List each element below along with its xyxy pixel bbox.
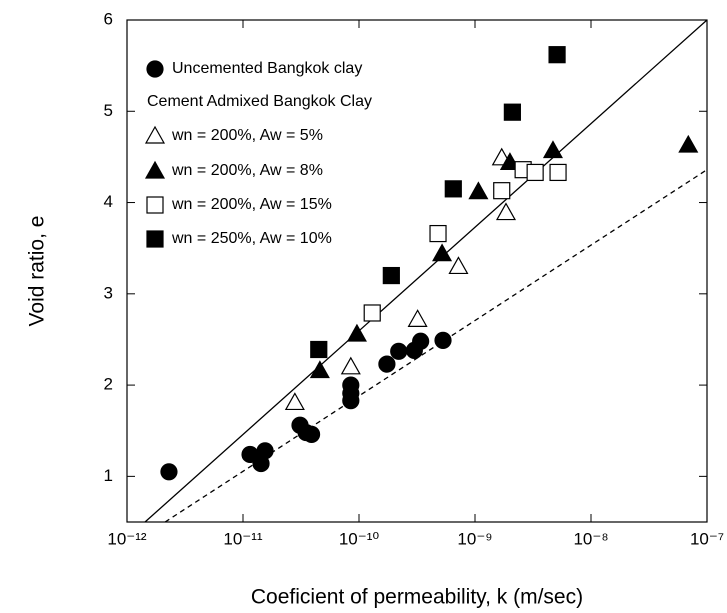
point xyxy=(310,340,328,359)
point xyxy=(382,266,400,285)
point xyxy=(499,152,520,170)
point xyxy=(284,392,305,411)
point xyxy=(412,332,430,350)
x-tick-label: 10⁻¹⁰ xyxy=(339,529,380,548)
point xyxy=(363,304,381,322)
point xyxy=(542,140,563,159)
y-axis-title: Void ratio, e xyxy=(26,216,49,327)
point xyxy=(493,182,511,200)
point xyxy=(302,425,321,443)
point xyxy=(432,243,453,262)
x-tick-label: 10⁻⁸ xyxy=(573,529,608,548)
point xyxy=(503,103,521,121)
fit-line xyxy=(144,20,707,522)
point xyxy=(340,356,361,375)
y-tick-label: 2 xyxy=(104,375,113,394)
x-tick-label: 10⁻¹² xyxy=(107,529,147,548)
plot-frame xyxy=(126,19,708,523)
point xyxy=(444,180,462,198)
point xyxy=(256,442,274,460)
point xyxy=(678,134,699,153)
x-tick-label: 10⁻⁹ xyxy=(457,529,492,548)
point xyxy=(448,256,469,275)
point xyxy=(548,46,566,64)
point xyxy=(160,463,178,481)
legend-marker xyxy=(146,230,164,248)
point xyxy=(549,163,567,182)
point xyxy=(378,355,396,373)
point xyxy=(309,360,330,379)
x-tick-label: 10⁻¹¹ xyxy=(223,529,263,548)
legend-label: Uncemented Bangkok clay xyxy=(172,60,362,77)
x-tick-label: 10⁻⁷ xyxy=(690,529,724,548)
plot-area xyxy=(144,20,707,522)
legend-marker xyxy=(146,196,164,214)
point xyxy=(390,342,408,360)
legend-marker xyxy=(144,160,166,179)
point xyxy=(434,331,452,349)
point xyxy=(526,163,544,182)
point xyxy=(468,181,489,200)
legend-marker xyxy=(144,125,166,144)
legend-label: wn = 200%, Aw = 15% xyxy=(171,196,332,213)
legend-label: wn = 200%, Aw = 8% xyxy=(171,162,323,179)
y-tick-label: 6 xyxy=(104,9,113,28)
y-tick-label: 4 xyxy=(104,192,113,211)
point xyxy=(495,202,517,221)
y-tick-label: 1 xyxy=(104,466,113,485)
legend-label: wn = 200%, Aw = 5% xyxy=(171,127,323,144)
point xyxy=(407,309,428,327)
legend-marker xyxy=(146,60,164,78)
point xyxy=(429,224,447,243)
point xyxy=(346,323,367,342)
y-tick-label: 5 xyxy=(104,101,113,120)
fit-line xyxy=(164,169,707,522)
legend-label: wn = 250%, Aw = 10% xyxy=(171,230,332,247)
y-tick-label: 3 xyxy=(104,283,113,302)
point xyxy=(342,392,360,410)
x-axis-title: Coeficient of permeability, k (m/sec) xyxy=(251,586,583,609)
legend-title: Cement Admixed Bangkok Clay xyxy=(147,93,372,110)
